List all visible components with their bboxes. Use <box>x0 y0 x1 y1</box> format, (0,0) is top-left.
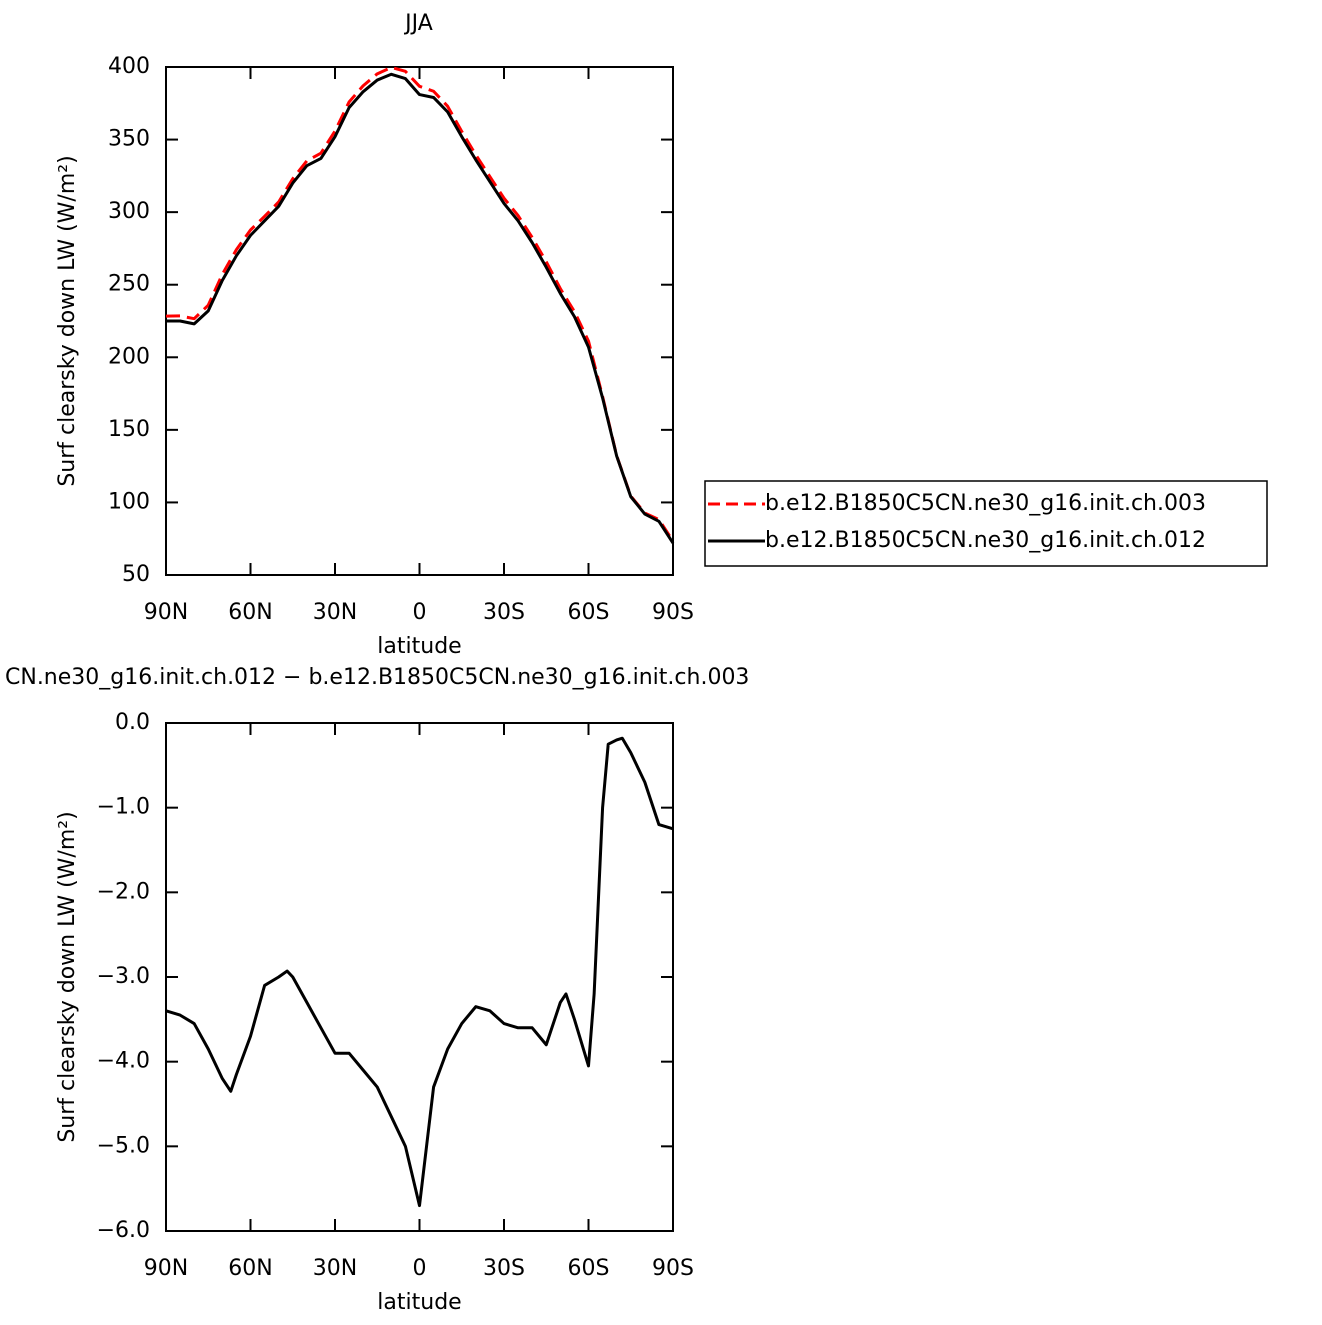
y-tick-label: −3.0 <box>97 964 150 989</box>
x-tick-label: 60N <box>228 1256 272 1281</box>
y-tick-label: 50 <box>122 562 150 587</box>
x-tick-label: 90S <box>652 600 694 625</box>
y-tick-label: −2.0 <box>97 879 150 904</box>
y-tick-label: 400 <box>108 54 150 79</box>
y-tick-label: −1.0 <box>97 795 150 820</box>
x-tick-label: 90S <box>652 1256 694 1281</box>
x-tick-label: 90N <box>144 600 188 625</box>
y-axis-label: Surf clearsky down LW (W/m²) <box>55 155 80 486</box>
data-line <box>165 65 675 543</box>
y-axis-label: Surf clearsky down LW (W/m²) <box>55 811 80 1142</box>
plot-frame <box>165 66 674 576</box>
y-tick-label: 350 <box>108 127 150 152</box>
x-tick-label: 0 <box>413 600 427 625</box>
y-tick-label: −5.0 <box>97 1133 150 1158</box>
y-tick-label: 0.0 <box>115 710 150 735</box>
x-tick-label: 30N <box>313 600 357 625</box>
data-line <box>166 72 675 544</box>
legend-box <box>704 480 1268 567</box>
chart-title: JJA <box>403 11 433 36</box>
legend-label: b.e12.B1850C5CN.ne30_g16.init.ch.003 <box>765 491 1206 516</box>
x-tick-label: 30N <box>313 1256 357 1281</box>
y-tick-label: 250 <box>108 272 150 297</box>
x-tick-label: 60N <box>228 600 272 625</box>
data-line <box>165 736 674 1208</box>
plot-frame <box>165 722 674 1232</box>
y-tick-label: 300 <box>108 199 150 224</box>
y-tick-label: 200 <box>108 344 150 369</box>
x-axis-label: latitude <box>377 634 461 659</box>
x-tick-label: 30S <box>483 1256 525 1281</box>
chart-title: CN.ne30_g16.init.ch.012 − b.e12.B1850C5C… <box>5 665 749 690</box>
legend-label: b.e12.B1850C5CN.ne30_g16.init.ch.012 <box>765 528 1206 553</box>
x-tick-label: 90N <box>144 1256 188 1281</box>
x-tick-label: 60S <box>568 600 610 625</box>
x-axis-label: latitude <box>377 1290 461 1315</box>
y-tick-label: −6.0 <box>97 1218 150 1243</box>
x-tick-label: 60S <box>568 1256 610 1281</box>
y-tick-label: −4.0 <box>97 1049 150 1074</box>
y-tick-label: 150 <box>108 417 150 442</box>
x-tick-label: 0 <box>413 1256 427 1281</box>
y-tick-label: 100 <box>108 489 150 514</box>
x-tick-label: 30S <box>483 600 525 625</box>
